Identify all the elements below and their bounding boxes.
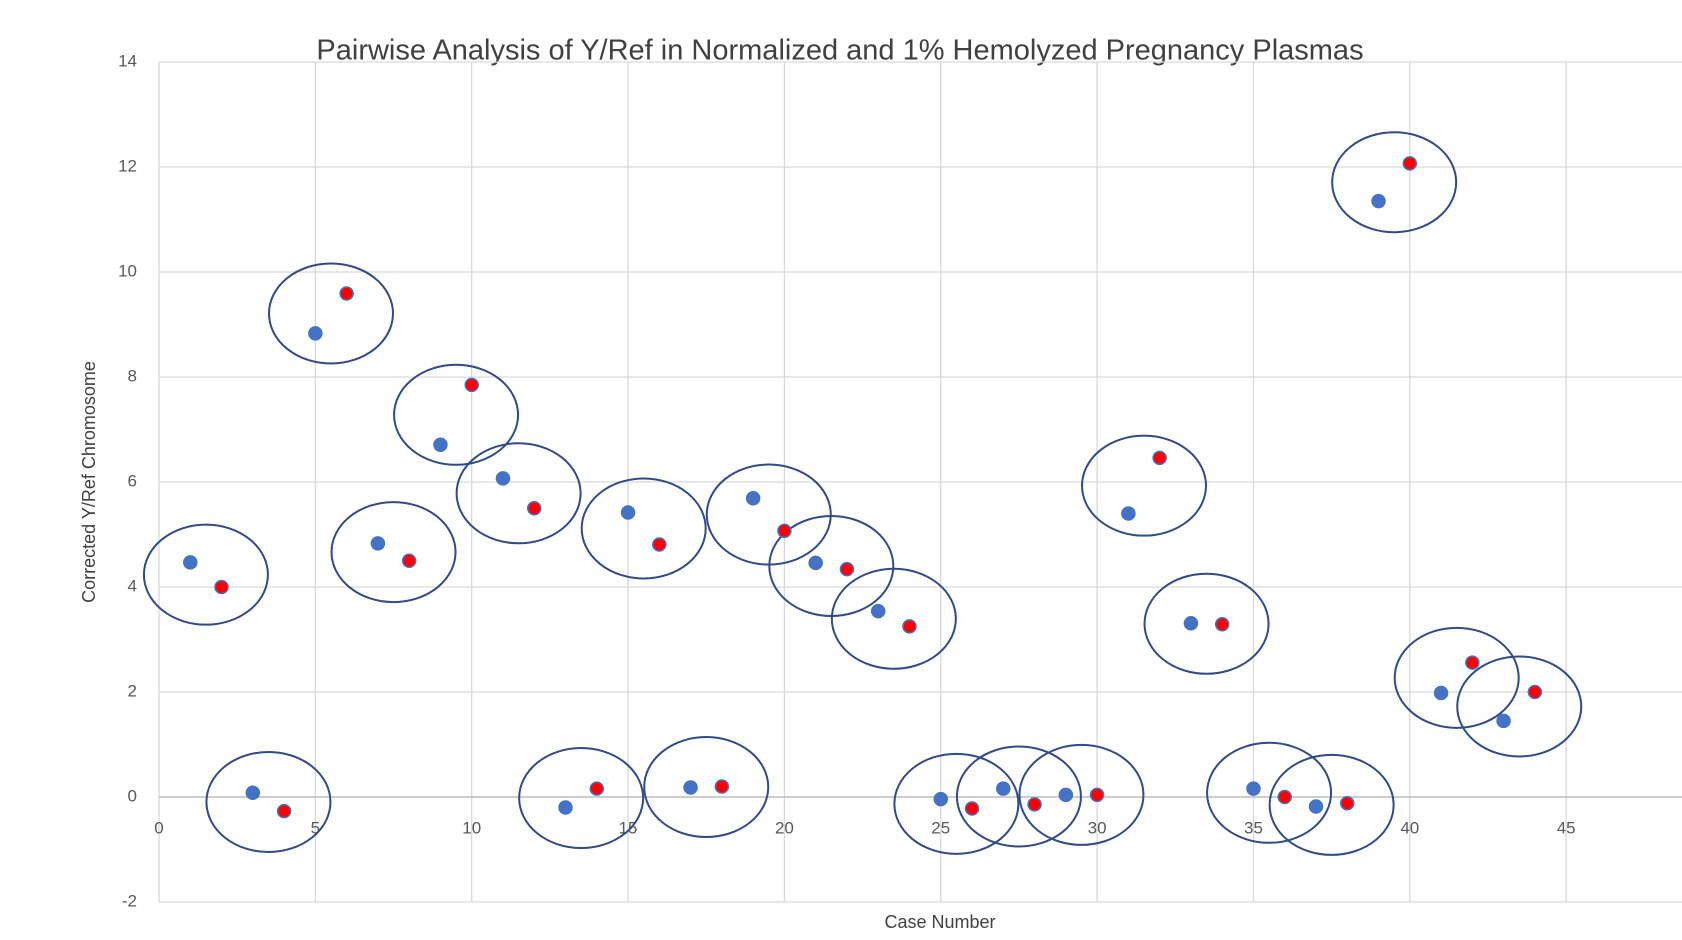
point (558, 800, 573, 815)
x-axis-title: Case Number (884, 912, 995, 932)
pair-ellipse (267, 262, 394, 365)
point (1246, 781, 1261, 796)
chart-title: Pairwise Analysis of Y/Ref in Normalized… (316, 35, 1363, 67)
y-tick-label: 12 (118, 156, 137, 175)
point (589, 781, 605, 796)
point (214, 579, 229, 595)
pair-ellipse (142, 523, 269, 626)
point (1402, 156, 1418, 171)
point (1527, 684, 1543, 700)
point (276, 803, 292, 819)
point (683, 780, 698, 795)
point (433, 437, 448, 452)
x-tick-label: 5 (311, 818, 320, 837)
pair-ellipse (1393, 626, 1520, 729)
point (652, 537, 667, 552)
pair-ellipse (205, 750, 332, 853)
pair-ellipse (1456, 655, 1583, 758)
pair-ellipse (643, 736, 770, 839)
point (183, 555, 198, 570)
y-tick-label: 0 (128, 786, 137, 805)
pair-ellipse (1206, 741, 1333, 844)
point (526, 501, 542, 516)
point (1058, 787, 1074, 803)
point (1371, 193, 1386, 209)
pair-ellipse (705, 463, 832, 566)
point (933, 791, 948, 807)
x-tick-label: 35 (1244, 818, 1263, 837)
y-tick-label: 10 (118, 261, 137, 280)
pair-ellipse (893, 752, 1020, 855)
pair-ellipse (1143, 572, 1270, 675)
pair-ellipse (1018, 743, 1145, 846)
point (996, 781, 1011, 796)
point (1089, 787, 1105, 803)
point (1496, 713, 1511, 729)
point (1340, 796, 1355, 811)
point (1183, 615, 1199, 631)
y-tick-label: 8 (128, 366, 137, 385)
point (1465, 655, 1480, 670)
point (401, 553, 417, 568)
point (1433, 685, 1449, 701)
x-tick-label: 10 (462, 818, 481, 837)
point (1214, 617, 1230, 632)
x-tick-label: 15 (619, 818, 638, 837)
point (1308, 799, 1324, 814)
x-tick-label: 0 (154, 818, 163, 837)
pair-ellipse (393, 363, 520, 466)
point (339, 286, 354, 301)
point (964, 801, 980, 816)
y-tick-label: 6 (128, 471, 137, 490)
y-tick-label: 4 (128, 576, 137, 595)
pair-ellipse (455, 442, 582, 545)
point (620, 505, 636, 520)
point (714, 779, 730, 794)
point (870, 603, 886, 619)
point (1277, 789, 1292, 805)
y-tick-label: 2 (128, 681, 137, 700)
point (308, 326, 323, 341)
point (245, 785, 261, 801)
point (370, 536, 386, 551)
point (1027, 797, 1042, 812)
point (1152, 450, 1167, 466)
point (777, 523, 792, 539)
pair-ellipse (955, 745, 1082, 848)
point (1121, 506, 1136, 521)
point (745, 491, 761, 506)
pair-ellipse (1081, 434, 1208, 537)
point (495, 471, 511, 486)
x-tick-label: 20 (775, 818, 794, 837)
point (902, 619, 917, 634)
pair-ellipse (1268, 753, 1395, 856)
pair-ellipse (580, 477, 707, 580)
pair-ellipse (518, 747, 645, 850)
point (464, 377, 479, 393)
pair-ellipse (830, 567, 957, 670)
y-tick-label: -2 (122, 891, 137, 910)
x-tick-label: 25 (931, 818, 950, 837)
x-tick-label: 45 (1557, 818, 1576, 837)
x-tick-label: 40 (1400, 818, 1419, 837)
y-tick-label: 14 (118, 51, 137, 70)
point (839, 561, 855, 577)
pair-ellipse (1331, 131, 1458, 234)
x-tick-label: 30 (1088, 818, 1107, 837)
pair-ellipse (330, 501, 457, 604)
point (808, 555, 823, 571)
y-axis-title: Corrected Y/Ref Chromosome (79, 361, 99, 603)
